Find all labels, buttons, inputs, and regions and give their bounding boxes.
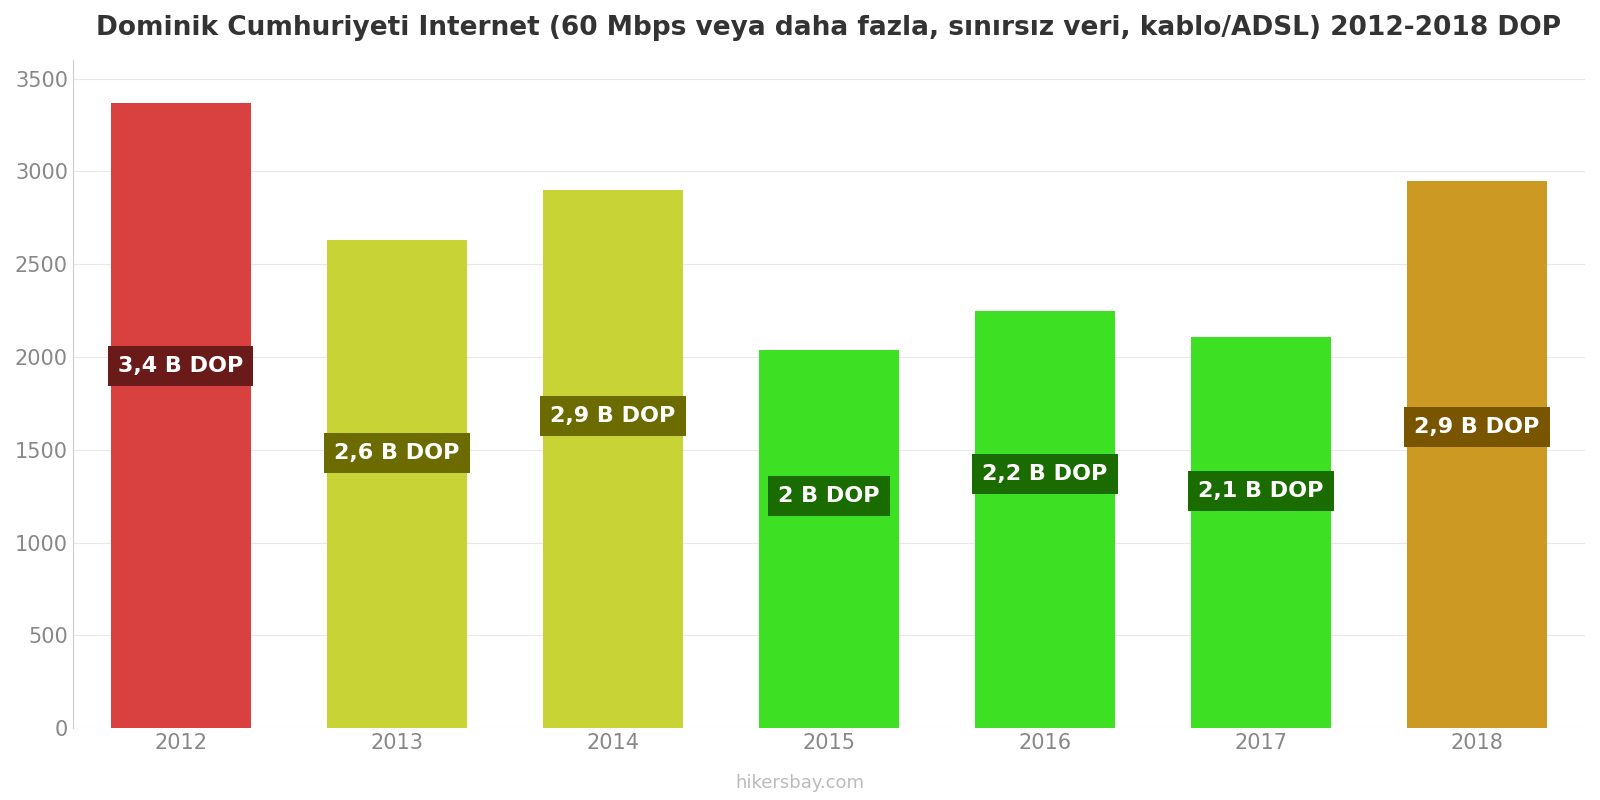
Text: 3,4 B DOP: 3,4 B DOP bbox=[118, 356, 243, 376]
Text: hikersbay.com: hikersbay.com bbox=[736, 774, 864, 792]
Text: 2,2 B DOP: 2,2 B DOP bbox=[982, 464, 1107, 484]
Text: 2,9 B DOP: 2,9 B DOP bbox=[1414, 418, 1539, 438]
Bar bbox=[110, 102, 251, 728]
Bar bbox=[542, 190, 683, 728]
Bar bbox=[758, 350, 899, 728]
Bar bbox=[1406, 181, 1547, 728]
Text: 2 B DOP: 2 B DOP bbox=[778, 486, 880, 506]
Bar bbox=[1190, 337, 1331, 728]
Text: 2,9 B DOP: 2,9 B DOP bbox=[550, 406, 675, 426]
Bar bbox=[326, 240, 467, 728]
Text: 2,1 B DOP: 2,1 B DOP bbox=[1198, 481, 1323, 501]
Text: 2,6 B DOP: 2,6 B DOP bbox=[334, 443, 459, 463]
Bar bbox=[974, 310, 1115, 728]
Title: Dominik Cumhuriyeti Internet (60 Mbps veya daha fazla, sınırsız veri, kablo/ADSL: Dominik Cumhuriyeti Internet (60 Mbps ve… bbox=[96, 15, 1562, 41]
